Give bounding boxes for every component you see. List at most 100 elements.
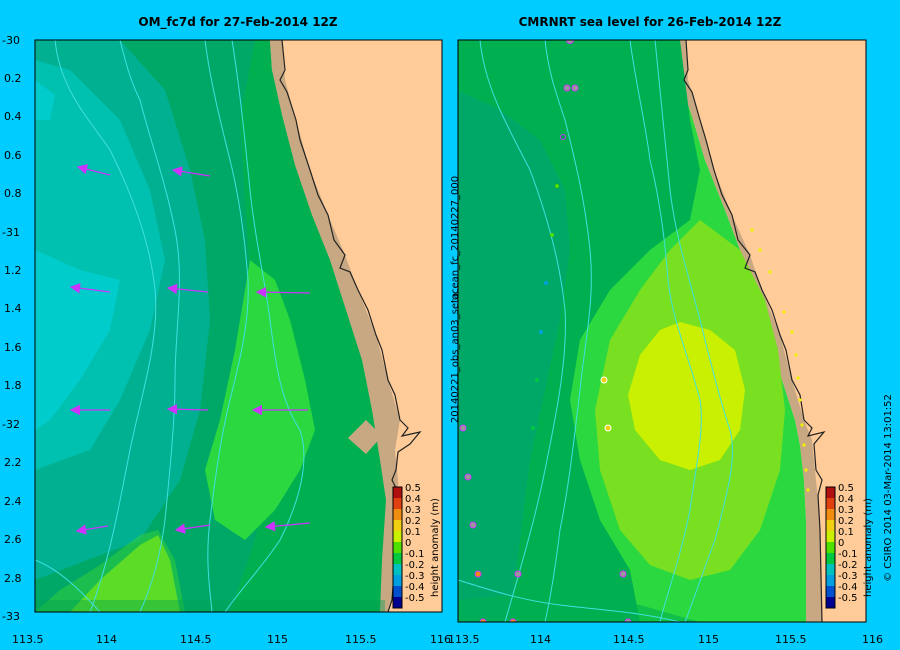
right-coastline — [683, 40, 826, 622]
obs-marker — [571, 84, 579, 92]
left-contour-positive-edge — [35, 530, 185, 612]
colorbar-tick-label: -0.1 — [838, 549, 858, 560]
colorbar-tick-label: 0 — [838, 538, 844, 549]
current-arrow — [166, 283, 209, 295]
colorbar-swatch — [826, 575, 835, 586]
x-tick-label: 115.5 — [775, 633, 807, 646]
y-tick-label: 1.4 — [4, 302, 22, 315]
right-panel-title: CMRNRT sea level for 26-Feb-2014 12Z — [519, 15, 782, 29]
colorbar-swatch — [393, 564, 402, 575]
right-map-frame — [457, 39, 867, 623]
left-contour-minus025-top — [35, 80, 55, 120]
obs-marker — [539, 330, 543, 334]
obs-marker — [600, 376, 608, 384]
y-tick-label: 1.2 — [4, 264, 22, 277]
colorbar-swatch — [826, 586, 835, 597]
y-tick-label: 1.8 — [4, 379, 22, 392]
right-x-axis: 113.5 114 114.5 115 115.5 116 — [448, 633, 883, 646]
colorbar-swatch — [393, 553, 402, 564]
y-tick-label: -30 — [2, 34, 20, 47]
colorbar-swatch — [826, 597, 835, 608]
obs-marker — [550, 233, 554, 237]
obs-marker — [560, 134, 566, 140]
left-map-panel: OM_fc7d for 27-Feb-2014 12Z — [2, 15, 451, 646]
y-tick-label: 2.2 — [4, 456, 22, 469]
current-arrow — [171, 166, 211, 177]
current-arrow — [174, 523, 211, 534]
left-coastal-shelf — [270, 40, 400, 612]
y-tick-label: 1.6 — [4, 341, 22, 354]
colorbar-tick-label: 0.5 — [838, 483, 854, 494]
obs-marker — [619, 570, 627, 578]
obs-marker — [544, 281, 548, 285]
colorbar-swatch — [393, 509, 402, 520]
colorbar-swatch — [826, 498, 835, 509]
obs-marker — [750, 228, 754, 232]
left-bathymetry-lines — [35, 40, 305, 612]
obs-marker — [802, 443, 806, 447]
x-tick-label: 114 — [530, 633, 551, 646]
colorbar-label: height anomaly (m) — [430, 498, 441, 597]
colorbar-tick-label: -0.3 — [838, 571, 858, 582]
colorbar-swatch — [393, 542, 402, 553]
left-colorbar: 0.50.40.30.20.10-0.1-0.2-0.3-0.4-0.5 heig… — [392, 483, 441, 609]
colorbar-swatch — [393, 531, 402, 542]
left-y-axis: -30 0.2 0.4 0.6 0.8 -31 1.2 1.4 1.6 1.8 … — [2, 34, 22, 623]
obs-marker — [768, 270, 772, 274]
obs-marker — [509, 618, 517, 622]
obs-marker — [758, 248, 762, 252]
left-panel-title: OM_fc7d for 27-Feb-2014 12Z — [138, 15, 338, 30]
x-tick-label: 116 — [862, 633, 883, 646]
colorbar-tick-label: 0.4 — [838, 494, 854, 505]
left-current-arrows — [69, 164, 311, 535]
obs-marker — [554, 183, 560, 189]
x-tick-label: 113.5 — [12, 633, 44, 646]
obs-marker — [798, 398, 802, 402]
colorbar-tick-label: -0.5 — [405, 593, 425, 604]
colorbar-tick-label: -0.1 — [405, 549, 425, 560]
y-tick-label: -32 — [2, 418, 20, 431]
colorbar-frame — [825, 486, 836, 609]
colorbar-tick-label: 0.1 — [838, 527, 854, 538]
colorbar-tick-label: -0.3 — [405, 571, 425, 582]
obs-marker — [794, 353, 798, 357]
colorbar-tick-label: -0.4 — [838, 582, 858, 593]
left-island — [348, 420, 382, 454]
obs-marker — [566, 40, 574, 44]
colorbar-tick-label: -0.2 — [405, 560, 425, 571]
x-tick-label: 115.5 — [345, 633, 377, 646]
obs-marker — [469, 521, 477, 529]
colorbar-frame — [392, 486, 403, 609]
y-tick-label: 0.4 — [4, 110, 22, 123]
y-tick-label: 2.8 — [4, 572, 22, 585]
obs-marker — [604, 424, 612, 432]
colorbar-swatch — [826, 542, 835, 553]
right-contour-minus015 — [458, 90, 570, 622]
colorbar-tick-label: 0.2 — [405, 516, 421, 527]
obs-marker — [479, 618, 487, 622]
obs-marker — [535, 378, 539, 382]
colorbar-swatch — [393, 586, 402, 597]
obs-marker — [796, 376, 800, 380]
left-coastline — [279, 40, 422, 612]
colorbar-tick-label: -0.4 — [405, 582, 425, 593]
colorbar-tick-label: -0.2 — [838, 560, 858, 571]
colorbar-swatch — [826, 509, 835, 520]
right-map-panel: CMRNRT sea level for 26-Feb-2014 12Z — [448, 15, 883, 646]
left-contour-minus025 — [35, 250, 120, 430]
obs-marker — [800, 423, 804, 427]
colorbar-tick-label: 0.3 — [405, 505, 421, 516]
colorbar-swatch — [826, 520, 835, 531]
x-tick-label: 114.5 — [180, 633, 212, 646]
current-arrow — [255, 286, 311, 298]
left-contour-zero — [205, 260, 315, 540]
current-arrow — [264, 520, 311, 532]
y-tick-label: 2.6 — [4, 533, 22, 546]
y-tick-label: 2.4 — [4, 495, 22, 508]
obs-marker — [806, 488, 810, 492]
colorbar-swatch — [826, 531, 835, 542]
y-tick-label: 0.6 — [4, 149, 22, 162]
current-arrow — [75, 524, 109, 535]
colorbar-swatch — [393, 575, 402, 586]
x-tick-label: 113.5 — [448, 633, 480, 646]
